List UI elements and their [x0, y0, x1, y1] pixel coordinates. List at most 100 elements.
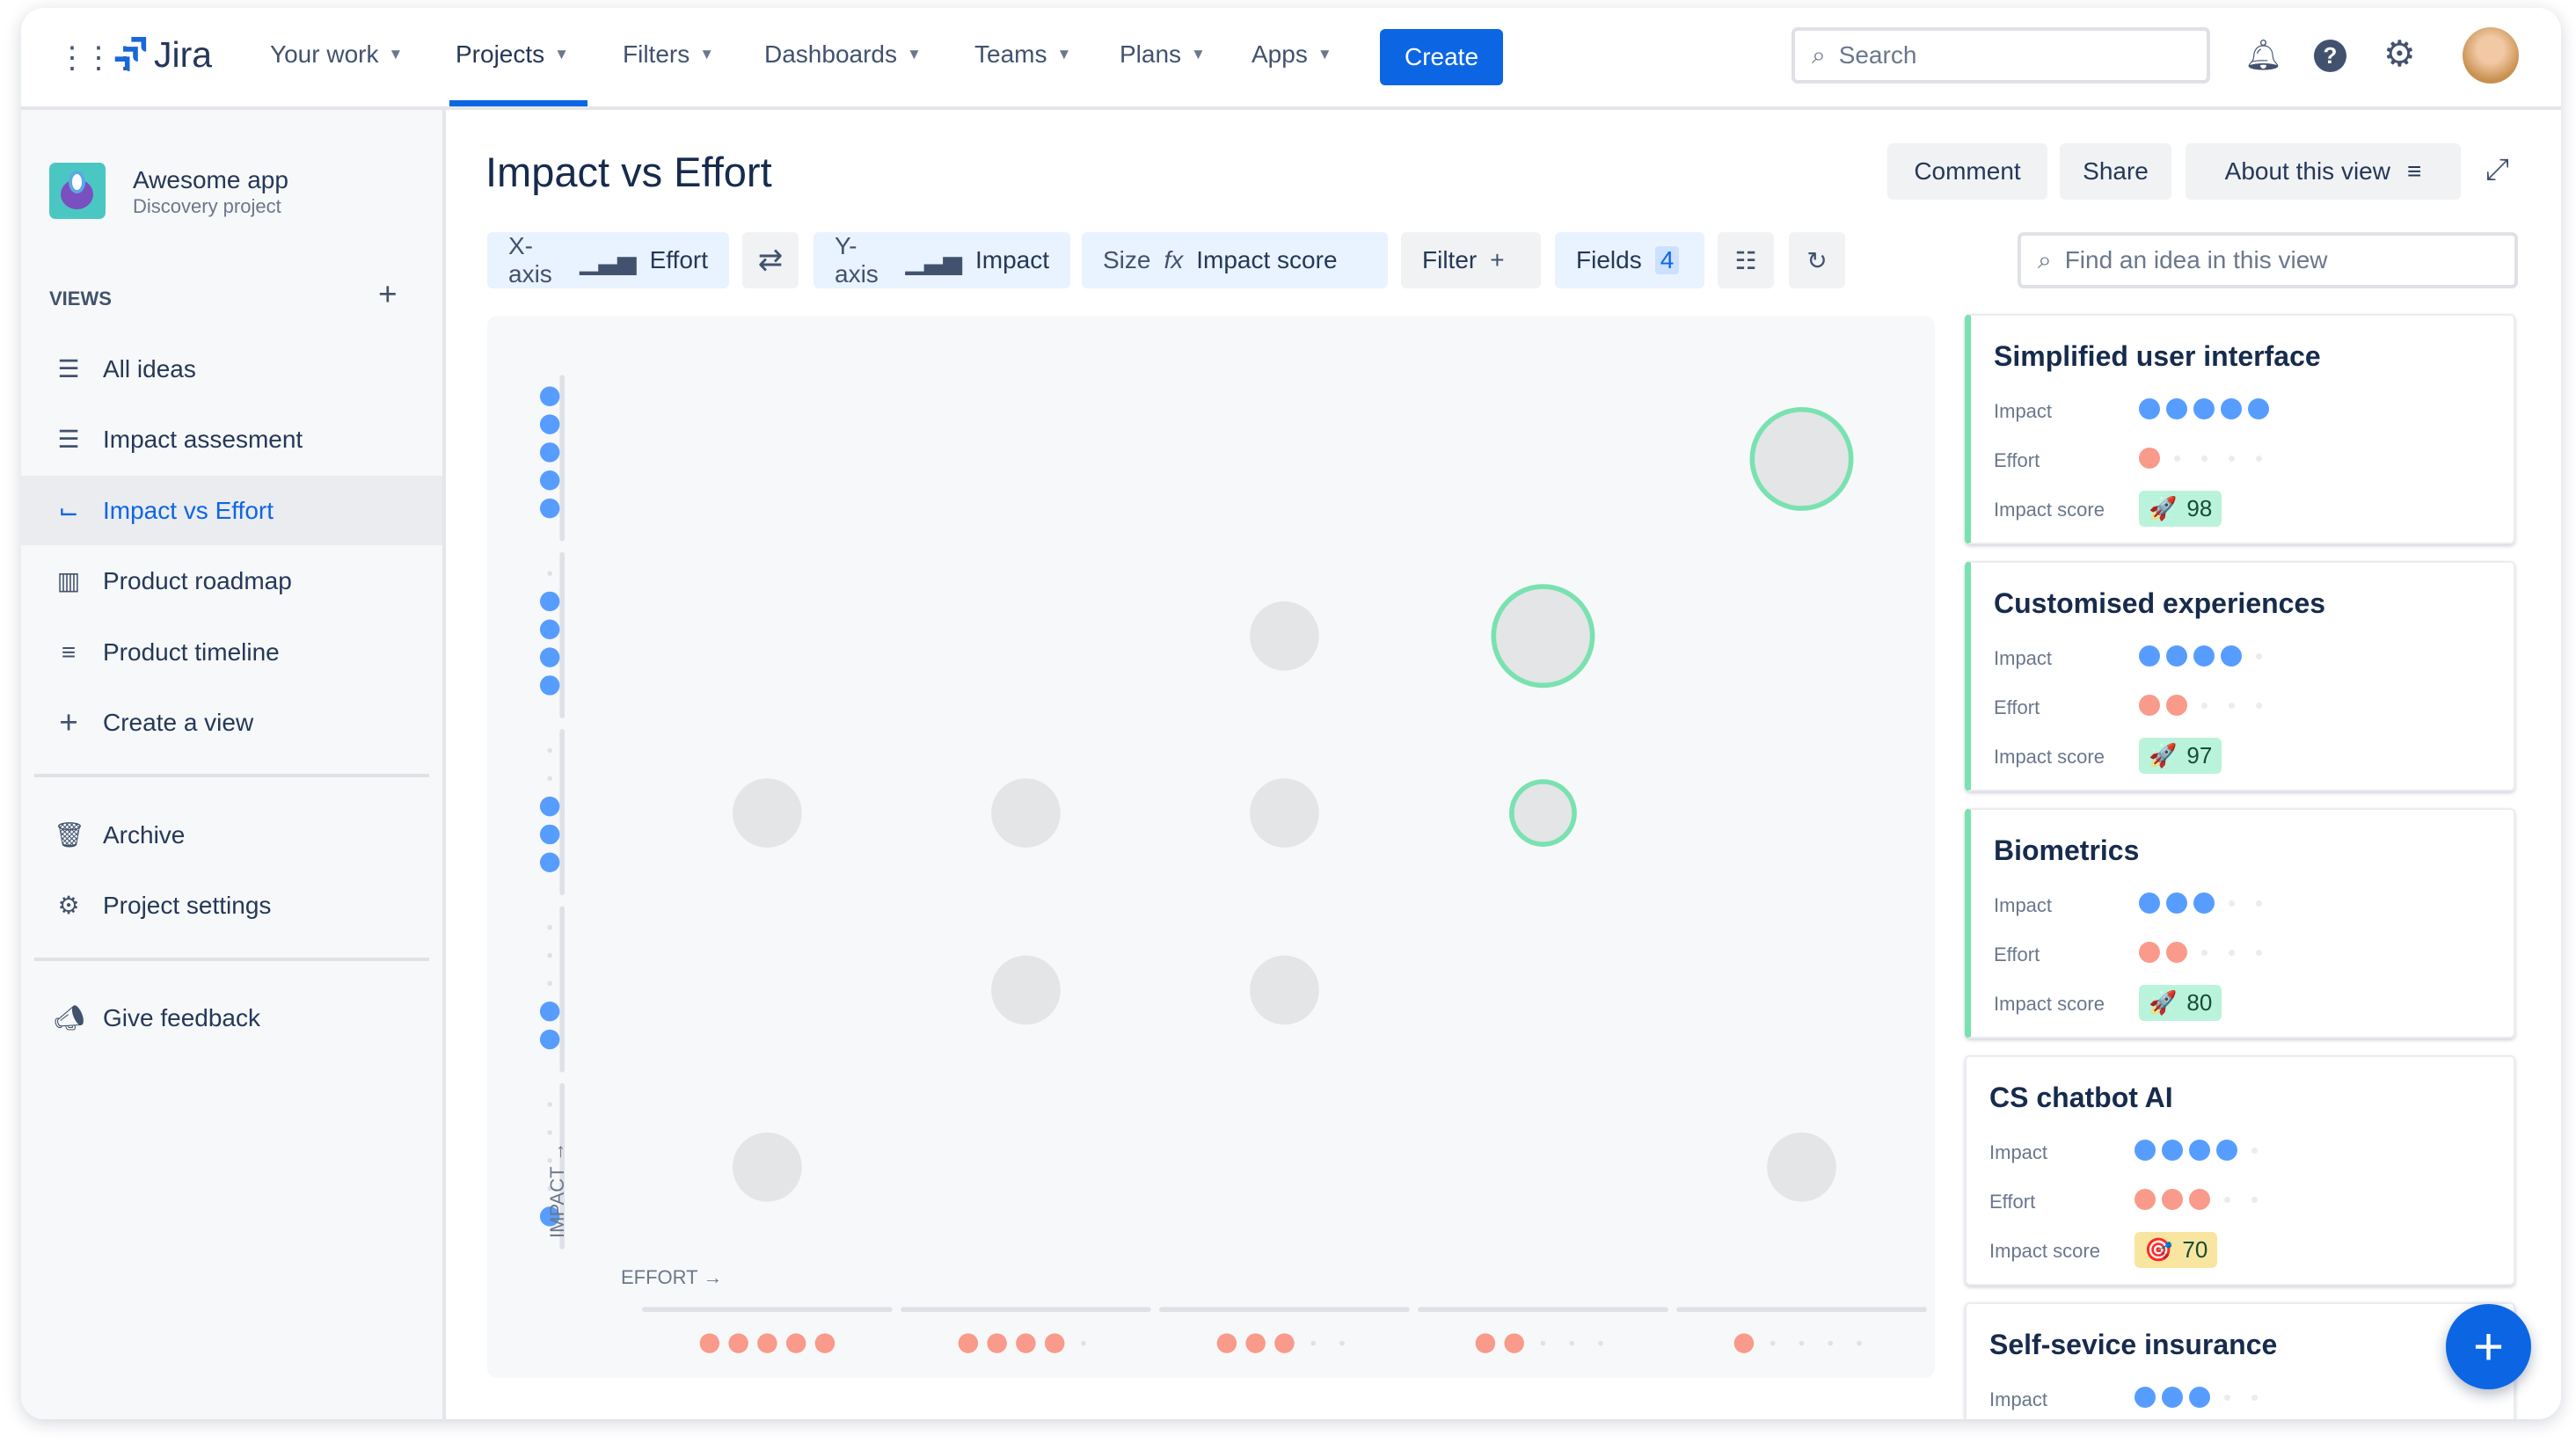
avatar[interactable] [2463, 27, 2519, 84]
effort-dot [2166, 942, 2187, 963]
sidebar-item-product-roadmap[interactable]: ▥ Product roadmap [21, 546, 442, 616]
swap-axes-icon[interactable]: ⇄ [742, 232, 799, 288]
impact-dot [2139, 645, 2160, 667]
jira-logo[interactable]: Jira [112, 34, 212, 76]
nav-plans[interactable]: Plans ▼ [1120, 40, 1206, 69]
x-level-dot [814, 1333, 836, 1353]
auto-arrange-icon[interactable]: ↻ [1789, 232, 1845, 288]
x-axis-segment [1676, 1307, 1927, 1313]
impact-score-label: Impact score [1989, 1240, 2100, 1262]
megaphone-icon: 📣︎ [54, 1004, 85, 1031]
nav-apps[interactable]: Apps ▼ [1252, 40, 1332, 69]
x-level-dot-empty [1310, 1340, 1317, 1346]
impact-effort-chart: EFFORT → IMPACT → [487, 316, 1935, 1378]
filter-button[interactable]: Filter + [1401, 232, 1541, 288]
nav-teams[interactable]: Teams ▼ [974, 40, 1071, 69]
effort-rating [2135, 1189, 2265, 1210]
nav-label: Your work [270, 40, 379, 68]
notifications-icon[interactable]: 🔔︎ [2244, 39, 2283, 72]
page-title: Impact vs Effort [485, 149, 772, 195]
x-level-dot-empty [1339, 1340, 1345, 1346]
xaxis-chip[interactable]: X-axis ▁▃▅ Effort [487, 232, 729, 288]
idea-title: Biometrics [1994, 834, 2140, 866]
fields-count-badge: 4 [1654, 246, 1680, 274]
idea-card[interactable]: Customised experiences Impact Effort Imp… [1965, 561, 2515, 791]
impact-label: Impact [1994, 400, 2053, 422]
x-level-dot [785, 1333, 806, 1353]
effort-label: Effort [1994, 449, 2040, 471]
sidebar-item-label: Archive [103, 820, 186, 849]
find-idea-input[interactable]: ⌕ Find an idea in this view [2018, 232, 2518, 288]
add-view-plus-icon[interactable]: + [378, 276, 398, 312]
idea-card[interactable]: Biometrics Impact Effort Impact score 🚀 8… [1965, 808, 2515, 1038]
sidebar-item-impact-assesment[interactable]: ☰ Impact assesment [21, 404, 442, 474]
nav-your-work[interactable]: Your work ▼ [270, 40, 403, 69]
impact-score-value: 70 [2182, 1236, 2208, 1263]
sidebar-item-give-feedback[interactable]: 📣︎ Give feedback [21, 983, 442, 1053]
list-icon: ☰ [57, 355, 80, 383]
comment-button[interactable]: Comment [1887, 143, 2047, 200]
bar-chart-icon: ▁▃▅ [579, 246, 637, 274]
x-level-dot [1216, 1333, 1237, 1353]
nav-projects[interactable]: Projects ▼ [456, 40, 569, 69]
about-view-button[interactable]: About this view ≡ [2186, 143, 2461, 200]
impact-dot-empty [2223, 1394, 2230, 1401]
sidebar-item-impact-vs-effort[interactable]: ⌙ Impact vs Effort [21, 476, 442, 545]
search-input[interactable]: ⌕ Search [1792, 27, 2210, 84]
sidebar-item-project-settings[interactable]: ⚙ Project settings [21, 871, 442, 940]
impact-label: Impact [1994, 647, 2053, 669]
view-settings-icon[interactable]: ☷ [1718, 232, 1774, 288]
sidebar-item-label: Give feedback [103, 1003, 260, 1031]
project-name: Awesome app [133, 166, 288, 193]
impact-dot [2139, 398, 2160, 419]
y-level-dot [539, 852, 560, 873]
yaxis-chip[interactable]: Y-axis ▁▃▅ Impact [814, 232, 1070, 288]
sidebar-item-label: Product timeline [103, 638, 280, 666]
y-axis-segment [559, 551, 566, 718]
nav-label: Teams [974, 40, 1047, 68]
y-level-dot [539, 591, 560, 612]
impact-dot [2162, 1387, 2183, 1408]
effort-dot [2135, 1189, 2156, 1210]
share-button[interactable]: Share [2060, 143, 2171, 200]
impact-dot [2221, 398, 2242, 419]
impact-score-badge: 🎯 70 [2135, 1232, 2218, 1268]
nav-filters[interactable]: Filters ▼ [623, 40, 714, 69]
nav-dashboards[interactable]: Dashboards ▼ [764, 40, 922, 69]
chevron-down-icon: ▼ [1191, 46, 1206, 62]
nav-label: Plans [1120, 40, 1182, 68]
about-label: About this view [2224, 157, 2390, 185]
help-icon[interactable]: ? [2314, 40, 2346, 72]
idea-bubble-highlighted [1749, 406, 1854, 511]
nav-label: Filters [623, 40, 690, 68]
effort-dot [2162, 1189, 2183, 1210]
impact-score-badge: 🚀 80 [2139, 985, 2222, 1021]
fields-button[interactable]: Fields 4 [1555, 232, 1704, 288]
divider [34, 958, 429, 961]
sidebar-item-archive[interactable]: 🗑︎ Archive [21, 800, 442, 870]
idea-card[interactable]: CS chatbot AI Impact Effort Impact score… [1965, 1055, 2515, 1286]
x-level-dot-empty [1770, 1340, 1776, 1346]
sidebar-item-all-ideas[interactable]: ☰ All ideas [21, 334, 442, 404]
add-idea-button[interactable]: + [2446, 1304, 2531, 1389]
chart-svg [539, 375, 1927, 1353]
create-button[interactable]: Create [1380, 29, 1503, 85]
size-chip[interactable]: Size fx Impact score [1082, 232, 1388, 288]
idea-bubble [733, 1132, 802, 1202]
x-level-dot-empty [1799, 1340, 1805, 1346]
x-level-dot [1274, 1333, 1295, 1353]
effort-label: Effort [1994, 944, 2040, 965]
fullscreen-icon[interactable]: ⤢ [2485, 153, 2510, 186]
effort-rating [2139, 695, 2269, 716]
idea-card[interactable]: Self-sevice insurance Impact [1965, 1302, 2515, 1419]
sidebar-item-product-timeline[interactable]: ≡ Product timeline [21, 617, 442, 687]
x-axis-label: EFFORT [621, 1266, 698, 1288]
impact-score-badge: 🚀 98 [2139, 491, 2222, 527]
x-level-dot [1475, 1333, 1496, 1353]
x-axis-segment [901, 1307, 1151, 1313]
settings-gear-icon[interactable]: ⚙ [2383, 33, 2416, 74]
sidebar-item-create-view[interactable]: + Create a view [21, 688, 442, 757]
x-level-dot [757, 1333, 777, 1353]
idea-card[interactable]: Simplified user interface Impact Effort … [1965, 314, 2515, 544]
y-level-dot-empty [547, 924, 552, 930]
